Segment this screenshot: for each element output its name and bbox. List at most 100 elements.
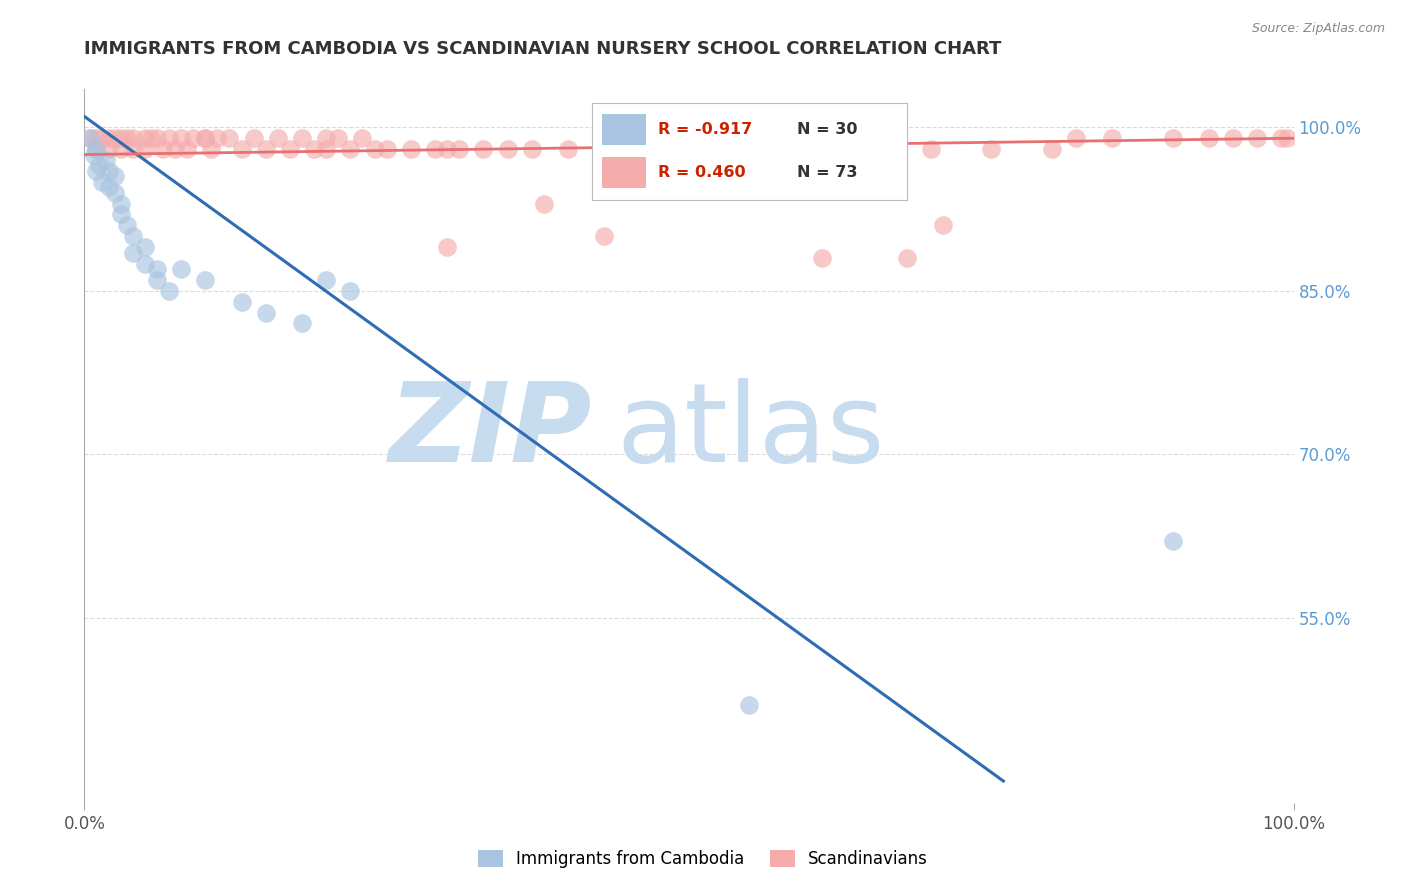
- Text: atlas: atlas: [616, 378, 884, 485]
- Point: [617, 142, 640, 156]
- Point: [1161, 534, 1184, 549]
- Point: [472, 142, 495, 156]
- Point: [315, 273, 337, 287]
- Point: [86, 142, 108, 156]
- Point: [738, 698, 761, 712]
- Point: [1064, 131, 1087, 145]
- Point: [181, 131, 204, 145]
- Point: [110, 196, 132, 211]
- Point: [170, 131, 193, 145]
- Point: [110, 131, 132, 145]
- Point: [423, 142, 446, 156]
- Point: [291, 317, 314, 331]
- Point: [86, 142, 108, 156]
- Point: [242, 131, 264, 145]
- Point: [278, 142, 301, 156]
- Point: [1222, 131, 1244, 145]
- Point: [157, 131, 180, 145]
- Point: [146, 131, 169, 145]
- Point: [86, 164, 108, 178]
- Point: [980, 142, 1002, 156]
- Point: [291, 131, 314, 145]
- Point: [254, 305, 277, 319]
- Point: [302, 142, 325, 156]
- Point: [1270, 131, 1292, 145]
- Point: [654, 153, 676, 167]
- Point: [339, 284, 361, 298]
- Point: [91, 175, 114, 189]
- Legend: Immigrants from Cambodia, Scandinavians: Immigrants from Cambodia, Scandinavians: [471, 843, 935, 875]
- Point: [121, 245, 143, 260]
- Point: [79, 131, 101, 145]
- Point: [593, 229, 616, 244]
- Point: [375, 142, 398, 156]
- Bar: [602, 114, 645, 145]
- Point: [557, 142, 579, 156]
- Point: [110, 142, 132, 156]
- Text: Source: ZipAtlas.com: Source: ZipAtlas.com: [1251, 22, 1385, 36]
- Text: R = 0.460: R = 0.460: [658, 165, 745, 180]
- Point: [1161, 131, 1184, 145]
- Point: [86, 131, 108, 145]
- Point: [134, 142, 156, 156]
- Point: [194, 273, 217, 287]
- Point: [932, 219, 955, 233]
- Point: [104, 169, 127, 184]
- Point: [139, 131, 162, 145]
- Text: N = 30: N = 30: [797, 122, 858, 137]
- Point: [811, 251, 834, 265]
- Point: [702, 175, 724, 189]
- Point: [799, 142, 821, 156]
- Bar: [602, 157, 645, 188]
- Point: [1040, 142, 1063, 156]
- Point: [152, 142, 174, 156]
- Point: [1246, 131, 1268, 145]
- Point: [165, 142, 187, 156]
- Point: [83, 147, 105, 161]
- Point: [207, 131, 229, 145]
- Point: [352, 131, 374, 145]
- Point: [315, 142, 337, 156]
- Point: [134, 256, 156, 270]
- Point: [218, 131, 240, 145]
- Point: [104, 131, 127, 145]
- Point: [104, 186, 127, 200]
- Point: [134, 131, 156, 145]
- Text: IMMIGRANTS FROM CAMBODIA VS SCANDINAVIAN NURSERY SCHOOL CORRELATION CHART: IMMIGRANTS FROM CAMBODIA VS SCANDINAVIAN…: [84, 40, 1001, 58]
- Point: [449, 142, 471, 156]
- Point: [146, 273, 169, 287]
- Point: [315, 131, 337, 145]
- Point: [496, 142, 519, 156]
- Point: [920, 142, 942, 156]
- Point: [896, 251, 918, 265]
- Point: [231, 294, 253, 309]
- Point: [399, 142, 422, 156]
- Point: [146, 262, 169, 277]
- Point: [97, 142, 120, 156]
- Point: [121, 131, 143, 145]
- Text: ZIP: ZIP: [388, 378, 592, 485]
- Point: [115, 131, 138, 145]
- Point: [170, 262, 193, 277]
- Point: [859, 142, 882, 156]
- Point: [1277, 131, 1299, 145]
- Point: [121, 142, 143, 156]
- Point: [738, 142, 761, 156]
- Point: [339, 142, 361, 156]
- Point: [1198, 131, 1220, 145]
- Text: N = 73: N = 73: [797, 165, 858, 180]
- Point: [231, 142, 253, 156]
- Point: [97, 180, 120, 194]
- Point: [1101, 131, 1123, 145]
- Point: [97, 164, 120, 178]
- Point: [110, 207, 132, 221]
- Point: [87, 158, 110, 172]
- Point: [436, 142, 458, 156]
- Point: [436, 240, 458, 254]
- Point: [520, 142, 543, 156]
- Point: [194, 131, 217, 145]
- Point: [678, 142, 700, 156]
- Point: [91, 131, 114, 145]
- Point: [121, 229, 143, 244]
- Point: [97, 131, 120, 145]
